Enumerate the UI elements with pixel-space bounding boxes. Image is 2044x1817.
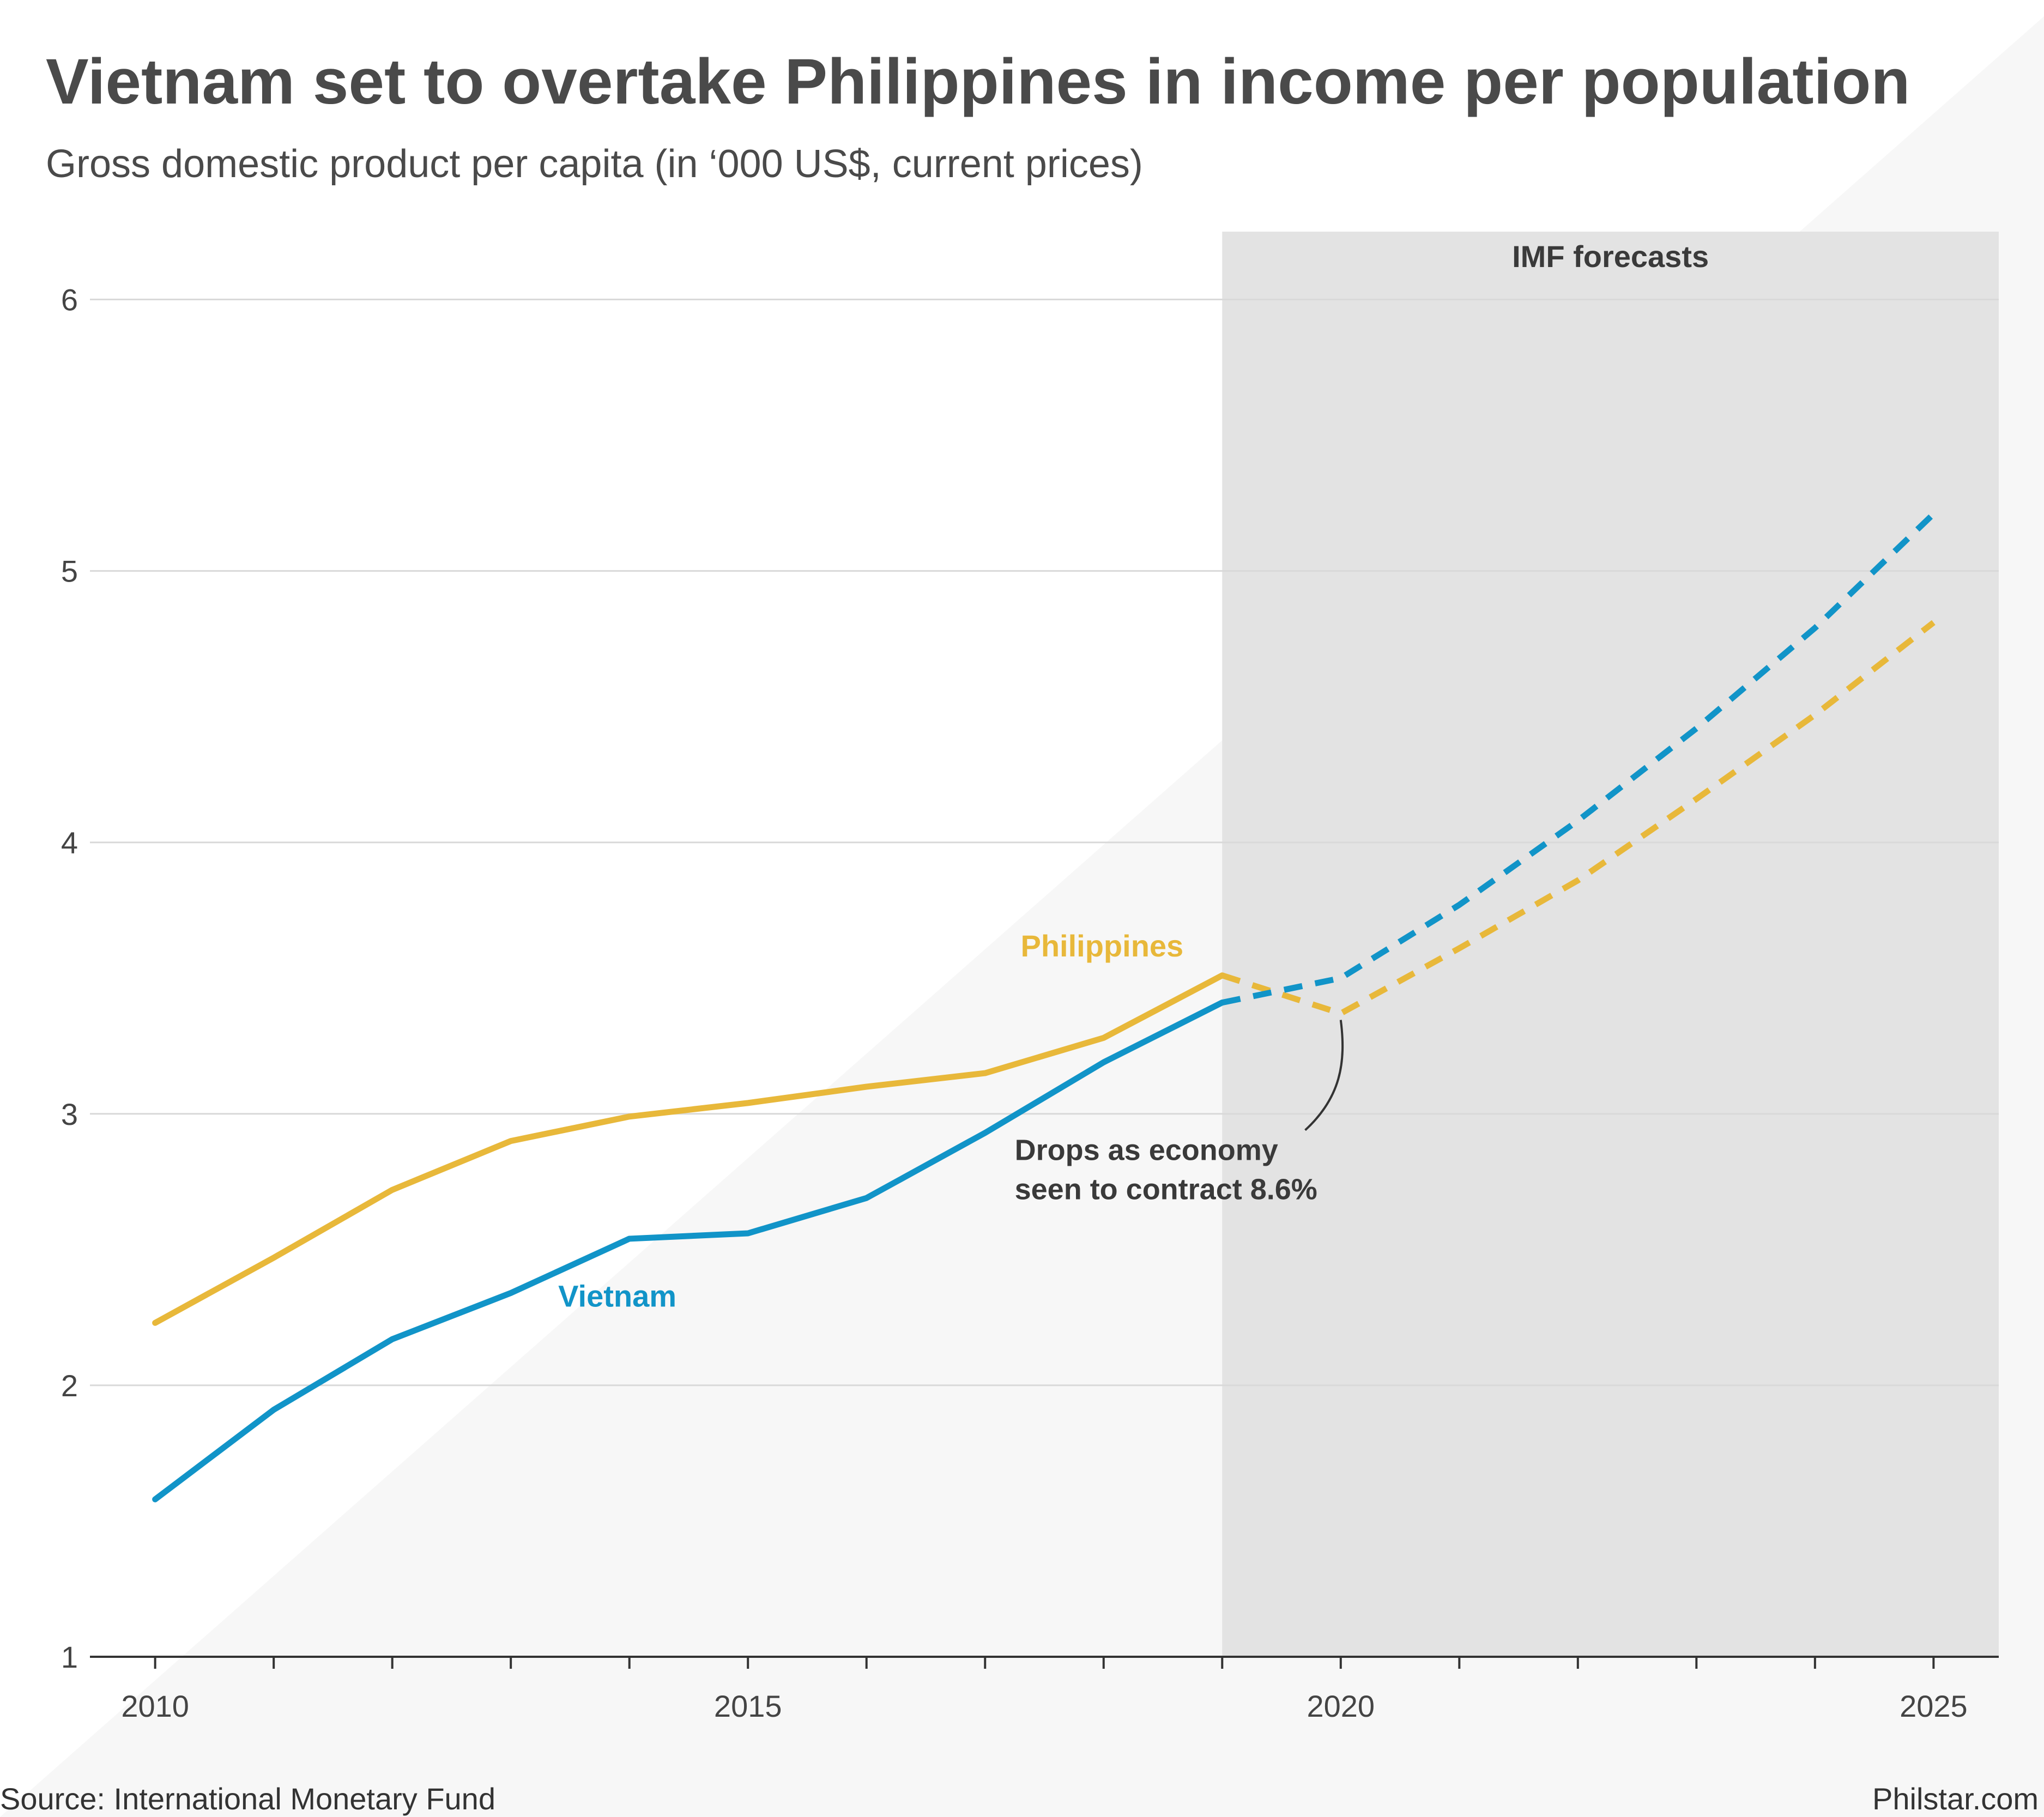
credit-note: Philstar.com [1872, 1782, 2039, 1816]
y-tick-label-6: 6 [61, 283, 78, 317]
series-line-vietnam [152, 1000, 1225, 1503]
annotation: Drops as economy seen to contract 8.6% [1015, 1020, 1344, 1206]
forecast-region [1222, 232, 1999, 1657]
series-line-philippines [152, 972, 1225, 1326]
y-tick-label-2: 2 [61, 1368, 78, 1403]
y-tick-label-5: 5 [61, 554, 78, 589]
gridlines [90, 299, 1999, 1386]
axes: 1 2 3 4 5 6 2010 2015 2020 2025 [61, 283, 1999, 1723]
y-tick-label-3: 3 [61, 1097, 78, 1131]
annotation-text-line-1: Drops as economy [1015, 1134, 1278, 1166]
source-note: Source: International Monetary Fund [0, 1782, 495, 1816]
y-tick-label-4: 4 [61, 826, 78, 860]
annotation-text-line-2: seen to contract 8.6% [1015, 1173, 1317, 1206]
series-label-philippines: Philippines [1020, 929, 1183, 963]
x-tick-label-2020: 2020 [1307, 1689, 1375, 1723]
y-tick-label-1: 1 [61, 1640, 78, 1674]
series-label-vietnam: Vietnam [558, 1279, 676, 1313]
x-tick-label-2015: 2015 [714, 1689, 782, 1723]
annotation-leader-line [1304, 1020, 1344, 1131]
chart-title: Vietnam set to overtake Philippines in i… [46, 46, 1910, 118]
x-tick-label-2025: 2025 [1900, 1689, 1968, 1723]
series: Philippines Vietnam [152, 512, 1936, 1503]
forecast-label: IMF forecasts [1512, 239, 1709, 274]
chart-subtitle: Gross domestic product per capita (in ‘0… [46, 142, 1143, 186]
x-tick-label-2010: 2010 [121, 1689, 189, 1723]
